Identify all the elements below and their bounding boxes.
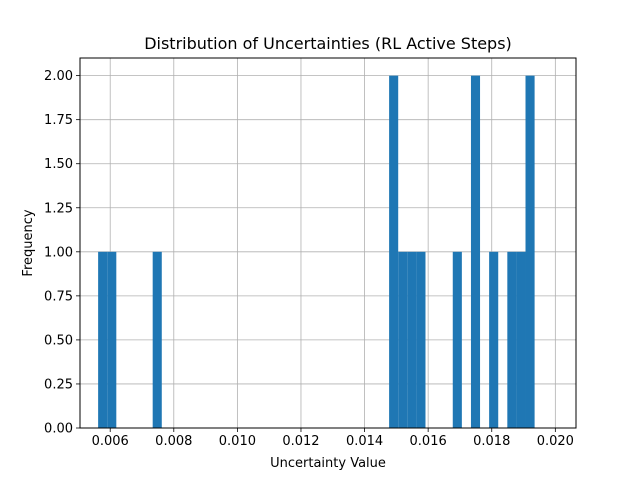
- x-tick-label: 0.016: [410, 434, 447, 449]
- histogram-bar: [470, 75, 481, 428]
- y-tick-label: 1.25: [44, 201, 73, 216]
- x-tick-label: 0.014: [346, 434, 383, 449]
- x-axis-label: Uncertainty Value: [270, 456, 386, 471]
- histogram-bar: [398, 251, 408, 428]
- x-axis-ticks: 0.006 0.008 0.010 0.012 0.014 0.016 0.018 0.020: [92, 428, 574, 449]
- histogram-bar: [416, 251, 426, 428]
- y-tick-label: 0.75: [44, 289, 73, 304]
- histogram-bar: [525, 75, 535, 428]
- x-tick-label: 0.008: [155, 434, 192, 449]
- x-tick-label: 0.018: [473, 434, 510, 449]
- y-axis-label: Frequency: [21, 209, 36, 276]
- histogram-bar: [389, 75, 399, 428]
- y-tick-label: 1.50: [44, 157, 73, 172]
- y-tick-label: 0.25: [44, 377, 73, 392]
- plot-frame: [79, 57, 577, 429]
- histogram-bar: [507, 251, 517, 428]
- x-tick-label: 0.006: [92, 434, 129, 449]
- y-axis-ticks: 0.00 0.25 0.50 0.75 1.00 1.25 1.50 1.75 2.00: [44, 69, 80, 437]
- x-tick-label: 0.020: [537, 434, 574, 449]
- histogram-bars: [98, 75, 535, 428]
- y-tick-label: 2.00: [44, 69, 73, 84]
- y-tick-label: 1.75: [44, 113, 73, 128]
- chart-title: Distribution of Uncertainties (RL Active…: [144, 34, 512, 53]
- histogram-bar: [152, 251, 162, 428]
- y-tick-label: 1.00: [44, 245, 73, 260]
- histogram-bar: [489, 251, 499, 428]
- histogram-bar: [407, 251, 417, 428]
- y-tick-label: 0.50: [44, 333, 73, 348]
- x-tick-label: 0.012: [282, 434, 319, 449]
- x-tick-label: 0.010: [219, 434, 256, 449]
- histogram-bar: [107, 251, 117, 428]
- y-tick-label: 0.00: [44, 422, 73, 437]
- histogram-bar: [516, 251, 526, 428]
- histogram-bar: [98, 251, 108, 428]
- histogram-bar: [452, 251, 462, 428]
